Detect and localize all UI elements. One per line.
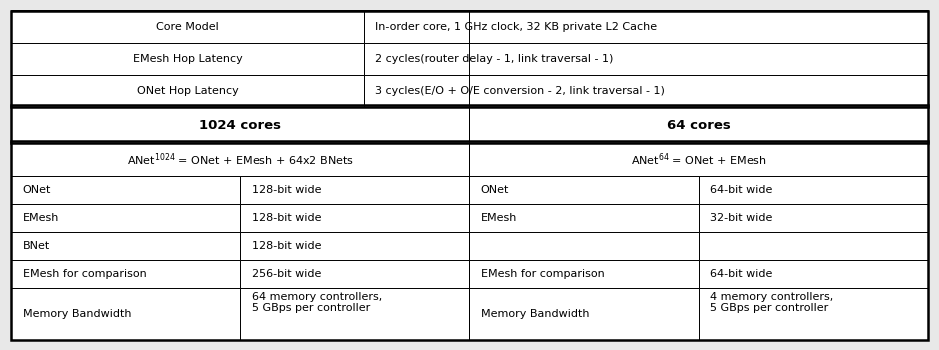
Bar [11, 43, 364, 75]
Text: 128-bit wide: 128-bit wide [252, 213, 321, 223]
Text: EMesh for comparison: EMesh for comparison [481, 269, 605, 279]
Text: EMesh Hop Latency: EMesh Hop Latency [132, 54, 242, 64]
Bar [470, 175, 699, 204]
Bar [364, 43, 928, 75]
Bar [364, 10, 928, 43]
Text: Memory Bandwidth: Memory Bandwidth [23, 309, 131, 319]
Bar [364, 75, 928, 107]
Text: 1024 cores: 1024 cores [199, 119, 282, 132]
Text: ONet Hop Latency: ONet Hop Latency [137, 86, 239, 96]
Text: 64 memory controllers,
5 GBps per controller: 64 memory controllers, 5 GBps per contro… [252, 292, 382, 313]
Bar [240, 204, 470, 232]
Text: Memory Bandwidth: Memory Bandwidth [481, 309, 590, 319]
Text: BNet: BNet [23, 241, 50, 251]
Text: 64-bit wide: 64-bit wide [710, 269, 772, 279]
Text: Core Model: Core Model [156, 22, 219, 32]
Bar [699, 175, 928, 204]
Text: In-order core, 1 GHz clock, 32 KB private L2 Cache: In-order core, 1 GHz clock, 32 KB privat… [376, 22, 657, 32]
Text: 256-bit wide: 256-bit wide [252, 269, 321, 279]
Bar [240, 260, 470, 288]
Bar [11, 288, 240, 340]
Text: 64 cores: 64 cores [667, 119, 731, 132]
Bar [240, 232, 470, 260]
Text: 128-bit wide: 128-bit wide [252, 241, 321, 251]
Text: EMesh: EMesh [23, 213, 59, 223]
Bar [699, 260, 928, 288]
Text: ANet$^{1024}$ = ONet + EMesh + 64x2 BNets: ANet$^{1024}$ = ONet + EMesh + 64x2 BNet… [127, 151, 354, 168]
Bar [699, 204, 928, 232]
Text: ANet$^{64}$ = ONet + EMesh: ANet$^{64}$ = ONet + EMesh [631, 151, 766, 168]
Text: EMesh for comparison: EMesh for comparison [23, 269, 146, 279]
Bar [470, 288, 699, 340]
Bar [11, 175, 240, 204]
Text: 4 memory controllers,
5 GBps per controller: 4 memory controllers, 5 GBps per control… [710, 292, 833, 313]
Bar [240, 175, 470, 204]
Bar [11, 107, 470, 143]
Bar [470, 204, 699, 232]
Bar [11, 143, 470, 175]
Bar [699, 288, 928, 340]
Bar [470, 232, 699, 260]
Bar [11, 204, 240, 232]
Bar [11, 10, 364, 43]
Text: 128-bit wide: 128-bit wide [252, 184, 321, 195]
Text: EMesh: EMesh [481, 213, 517, 223]
Text: 2 cycles(router delay - 1, link traversal - 1): 2 cycles(router delay - 1, link traversa… [376, 54, 614, 64]
Text: 64-bit wide: 64-bit wide [710, 184, 772, 195]
Text: ONet: ONet [481, 184, 509, 195]
Bar [11, 75, 364, 107]
Bar [470, 260, 699, 288]
Bar [470, 143, 928, 175]
Bar [470, 107, 928, 143]
Bar [240, 288, 470, 340]
Text: ONet: ONet [23, 184, 51, 195]
Text: 3 cycles(E/O + O/E conversion - 2, link traversal - 1): 3 cycles(E/O + O/E conversion - 2, link … [376, 86, 665, 96]
Bar [11, 260, 240, 288]
Bar [11, 232, 240, 260]
Bar [699, 232, 928, 260]
Text: 32-bit wide: 32-bit wide [710, 213, 772, 223]
